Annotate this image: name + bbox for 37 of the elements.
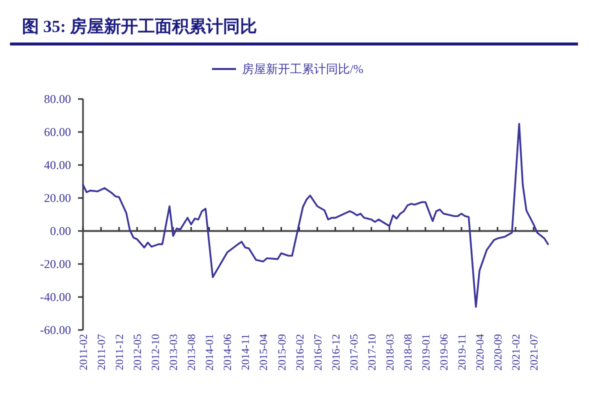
- xtick: 2019-01: [420, 334, 432, 371]
- xtick: 2014-01: [204, 334, 216, 371]
- xtick: 2016-07: [312, 334, 324, 371]
- xtick: 2013-03: [168, 334, 180, 371]
- xtick: 2019-11: [456, 334, 468, 370]
- xtick: 2012-05: [132, 334, 144, 371]
- xtick: 2018-08: [402, 334, 414, 371]
- xtick: 2021-07: [528, 334, 541, 371]
- legend: 房屋新开工累计同比/%: [212, 62, 364, 76]
- ytick: 80.00: [44, 92, 71, 106]
- xtick: 2021-02: [510, 334, 523, 371]
- xtick: 2020-09: [492, 334, 505, 371]
- legend-label: 房屋新开工累计同比/%: [242, 62, 364, 76]
- ytick: 40.00: [44, 158, 71, 172]
- xtick: 2014-06: [222, 334, 234, 371]
- title: 图 35: 房屋新开工面积累计同比: [22, 17, 258, 36]
- xtick: 2016-12: [330, 334, 342, 371]
- xtick: 2018-03: [384, 334, 396, 371]
- ytick: 20.00: [44, 191, 71, 205]
- xtick: 2012-10: [150, 334, 162, 371]
- ytick: -60.00: [40, 323, 71, 337]
- xtick: 2015-04: [258, 334, 270, 371]
- xtick: 2016-02: [294, 334, 306, 371]
- xtick: 2020-04: [474, 334, 486, 371]
- xtick: 2013-08: [186, 334, 198, 371]
- xtick: 2017-10: [366, 334, 378, 371]
- xtick: 2019-06: [438, 334, 450, 371]
- ytick: -20.00: [40, 257, 71, 271]
- xtick: 2011-12: [114, 334, 126, 370]
- ytick: -40.00: [40, 290, 71, 304]
- xtick: 2015-09: [276, 334, 288, 371]
- xtick: 2014-11: [240, 334, 252, 370]
- ytick: 60.00: [44, 125, 71, 139]
- ytick: 0.00: [50, 224, 71, 238]
- xtick: 2011-07: [96, 334, 108, 370]
- xtick: 2011-02: [78, 334, 90, 370]
- xtick: 2017-05: [348, 334, 360, 371]
